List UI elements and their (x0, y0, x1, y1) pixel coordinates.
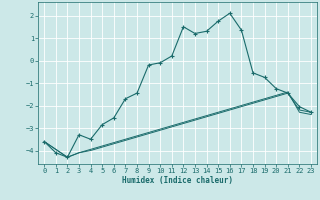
X-axis label: Humidex (Indice chaleur): Humidex (Indice chaleur) (122, 176, 233, 185)
